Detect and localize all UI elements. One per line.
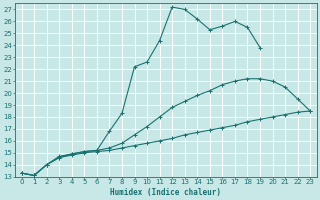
X-axis label: Humidex (Indice chaleur): Humidex (Indice chaleur): [110, 188, 221, 197]
